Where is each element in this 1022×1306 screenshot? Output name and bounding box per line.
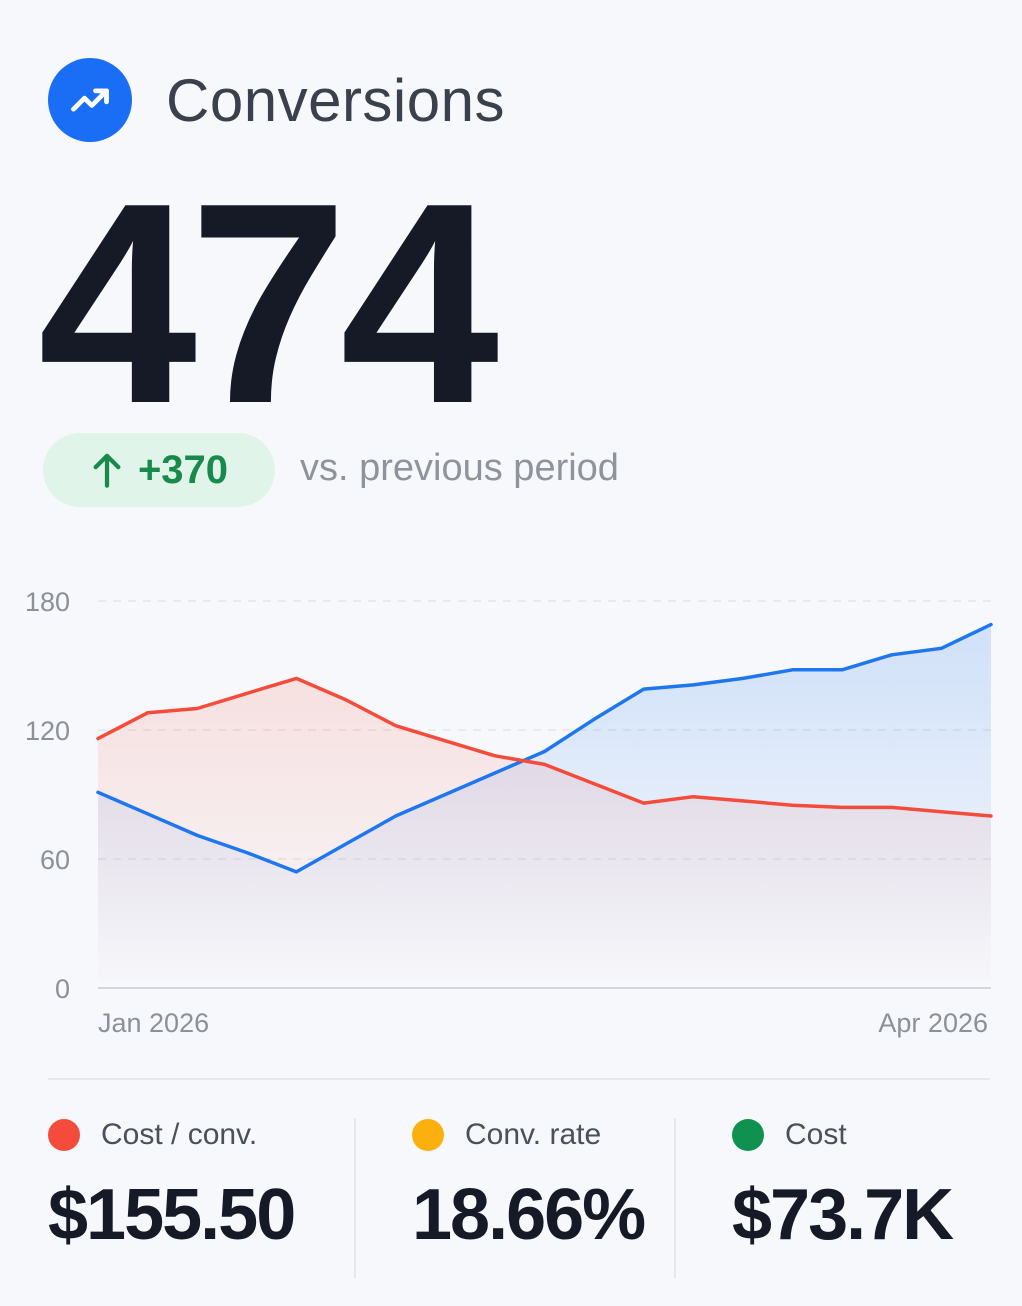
- metric-label: Conv. rate: [465, 1118, 602, 1151]
- y-tick-label: 0: [55, 974, 70, 1004]
- card-title: Conversions: [166, 66, 505, 134]
- series-line-0: [96, 622, 993, 874]
- header: Conversions: [48, 58, 505, 142]
- metric-divider: [354, 1118, 356, 1278]
- metric-conversion-rate: Conv. rate 18.66%: [412, 1118, 646, 1256]
- metric-divider: [674, 1118, 676, 1278]
- y-tick-label: 120: [25, 716, 70, 746]
- metric-value: $155.50: [48, 1175, 296, 1255]
- y-tick-label: 180: [25, 587, 70, 617]
- legend-dot-amber: [412, 1119, 444, 1151]
- x-axis-start-label: Jan 2026: [98, 1008, 209, 1038]
- arrow-up-icon: [93, 453, 121, 488]
- legend-dot-red: [48, 1119, 80, 1151]
- conversions-chart: 180 120 60 0 Jan 2026 Apr 2026: [25, 587, 993, 1038]
- metric-label: Cost: [785, 1118, 847, 1151]
- metric-cost-per-conversion: Cost / conv. $155.50: [48, 1118, 296, 1256]
- metric-cost: Cost $73.7K: [732, 1118, 954, 1256]
- delta-value: +370: [137, 447, 229, 492]
- y-tick-label: 60: [40, 845, 70, 875]
- metric-label: Cost / conv.: [101, 1118, 258, 1151]
- kpi-value: 474: [38, 143, 499, 463]
- divider: [48, 1078, 990, 1080]
- metric-value: $73.7K: [732, 1175, 954, 1255]
- delta-caption: vs. previous period: [300, 447, 619, 489]
- legend-dot-green: [732, 1119, 764, 1151]
- metric-value: 18.66%: [412, 1175, 646, 1255]
- delta-badge: +370: [43, 433, 275, 507]
- series-line-1: [96, 676, 993, 818]
- series-area-1: [98, 678, 991, 988]
- trending-up-icon: [48, 58, 132, 142]
- x-axis-end-label: Apr 2026: [878, 1008, 988, 1038]
